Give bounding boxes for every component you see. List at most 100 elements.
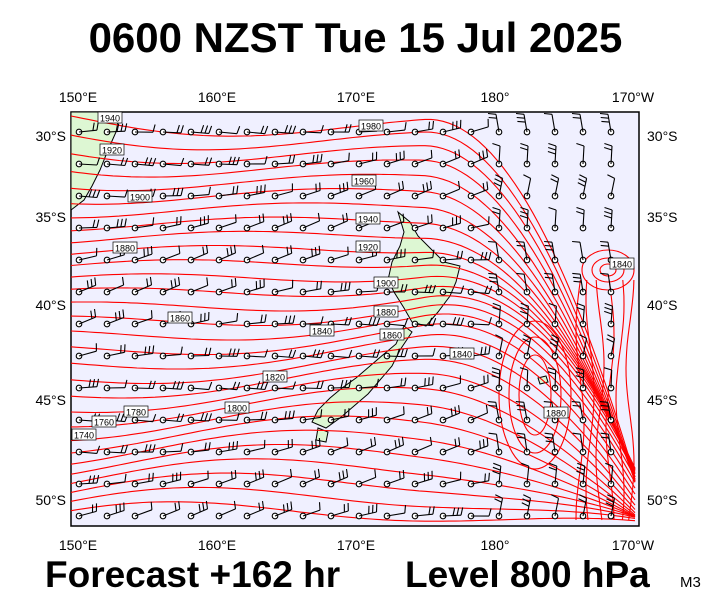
wind-barb xyxy=(600,272,615,296)
wind-barb xyxy=(488,240,503,264)
lon-label-bottom: 170°W xyxy=(612,537,655,553)
wind-barb xyxy=(599,112,615,136)
wind-barb xyxy=(131,276,153,296)
wind-barb xyxy=(243,349,269,360)
wind-barb xyxy=(439,471,462,488)
wind-barb xyxy=(243,244,265,264)
wind-barb xyxy=(131,501,153,520)
wind-barb xyxy=(159,471,182,488)
wind-barb xyxy=(383,213,405,232)
wind-barb xyxy=(606,334,616,360)
svg-text:1940: 1940 xyxy=(100,114,120,124)
wind-barb xyxy=(467,251,492,264)
wind-barb xyxy=(467,508,492,520)
wind-barb xyxy=(383,436,405,456)
wind-barb xyxy=(75,157,101,168)
wind-barb xyxy=(299,245,321,264)
wind-barb xyxy=(492,462,503,488)
height-contour xyxy=(70,345,636,501)
wind-barb xyxy=(327,469,349,488)
wind-barb xyxy=(131,246,153,264)
contour-label: 1800 xyxy=(224,401,250,414)
height-contour xyxy=(70,486,636,520)
wind-barb xyxy=(187,470,209,488)
wind-barb xyxy=(516,432,531,456)
pressure-level: Level 800 hPa xyxy=(405,554,650,595)
contour-label: 1860 xyxy=(379,328,405,341)
wind-barb xyxy=(467,404,489,424)
wind-barb xyxy=(215,441,239,456)
height-contour xyxy=(70,358,636,506)
height-contour xyxy=(585,279,595,521)
height-contour xyxy=(70,230,636,472)
wind-barb xyxy=(572,240,587,264)
lat-label-right: 40°S xyxy=(647,297,678,313)
wind-barb xyxy=(271,125,297,136)
closed-contour xyxy=(518,354,552,436)
wind-barb xyxy=(75,445,101,456)
wind-barb xyxy=(103,344,126,360)
height-contour xyxy=(70,429,636,517)
wind-barb xyxy=(131,444,156,456)
wind-barb xyxy=(547,142,559,168)
wind-barb xyxy=(75,189,101,200)
height-contour xyxy=(70,372,636,510)
wind-barb xyxy=(159,277,181,296)
wind-barb xyxy=(383,248,406,264)
height-contour xyxy=(575,279,585,521)
wind-barb xyxy=(519,206,531,232)
contour-label: 1960 xyxy=(351,174,377,187)
wind-barb xyxy=(515,401,531,424)
height-contour xyxy=(70,188,636,480)
wind-barb xyxy=(187,215,209,232)
svg-text:1840: 1840 xyxy=(452,350,472,360)
wind-barb xyxy=(467,374,489,392)
wind-barb xyxy=(243,314,267,328)
wind-barb xyxy=(522,334,532,360)
north-island-shape xyxy=(387,210,461,327)
wind-barb xyxy=(550,174,560,200)
wind-barb xyxy=(215,185,239,200)
lat-label-left: 45°S xyxy=(35,392,66,408)
wind-barb xyxy=(103,502,125,520)
wind-barb xyxy=(103,157,129,168)
svg-text:1940: 1940 xyxy=(358,215,378,225)
wind-barb xyxy=(411,214,433,232)
wind-barb xyxy=(243,411,268,424)
contour-label: 1780 xyxy=(123,405,149,418)
wind-barb xyxy=(215,277,237,296)
height-contour xyxy=(70,273,636,469)
wind-barb xyxy=(103,218,127,232)
wind-barb xyxy=(243,469,265,488)
height-contour xyxy=(605,279,615,521)
wind-barb xyxy=(521,462,531,488)
height-contour xyxy=(70,443,636,518)
contour-label: 1760 xyxy=(91,415,117,428)
wind-barb xyxy=(327,379,352,392)
wind-barb xyxy=(159,245,181,264)
wind-barb xyxy=(467,181,489,200)
wind-barb xyxy=(439,375,461,392)
wind-barb xyxy=(327,502,349,520)
lon-label-top: 170°E xyxy=(337,89,375,105)
wind-barb xyxy=(604,142,615,168)
lon-label-bottom: 160°E xyxy=(198,537,236,553)
wind-barb xyxy=(355,437,377,456)
wind-barb xyxy=(131,217,155,232)
wind-barb xyxy=(383,505,407,520)
contour-label: 1740 xyxy=(71,428,97,441)
wind-barb xyxy=(187,125,213,136)
wind-barb xyxy=(299,409,323,424)
wind-barb xyxy=(75,343,97,360)
height-contour xyxy=(70,131,636,480)
height-contour xyxy=(70,216,636,475)
wind-barb xyxy=(271,438,293,456)
contour-label: 1940 xyxy=(355,212,381,225)
wind-barb xyxy=(544,272,559,296)
wind-barb xyxy=(75,122,99,136)
wind-barb xyxy=(327,437,349,456)
wind-barb xyxy=(521,494,532,520)
contour-label: 1880 xyxy=(543,406,569,419)
wind-barb xyxy=(547,367,559,392)
